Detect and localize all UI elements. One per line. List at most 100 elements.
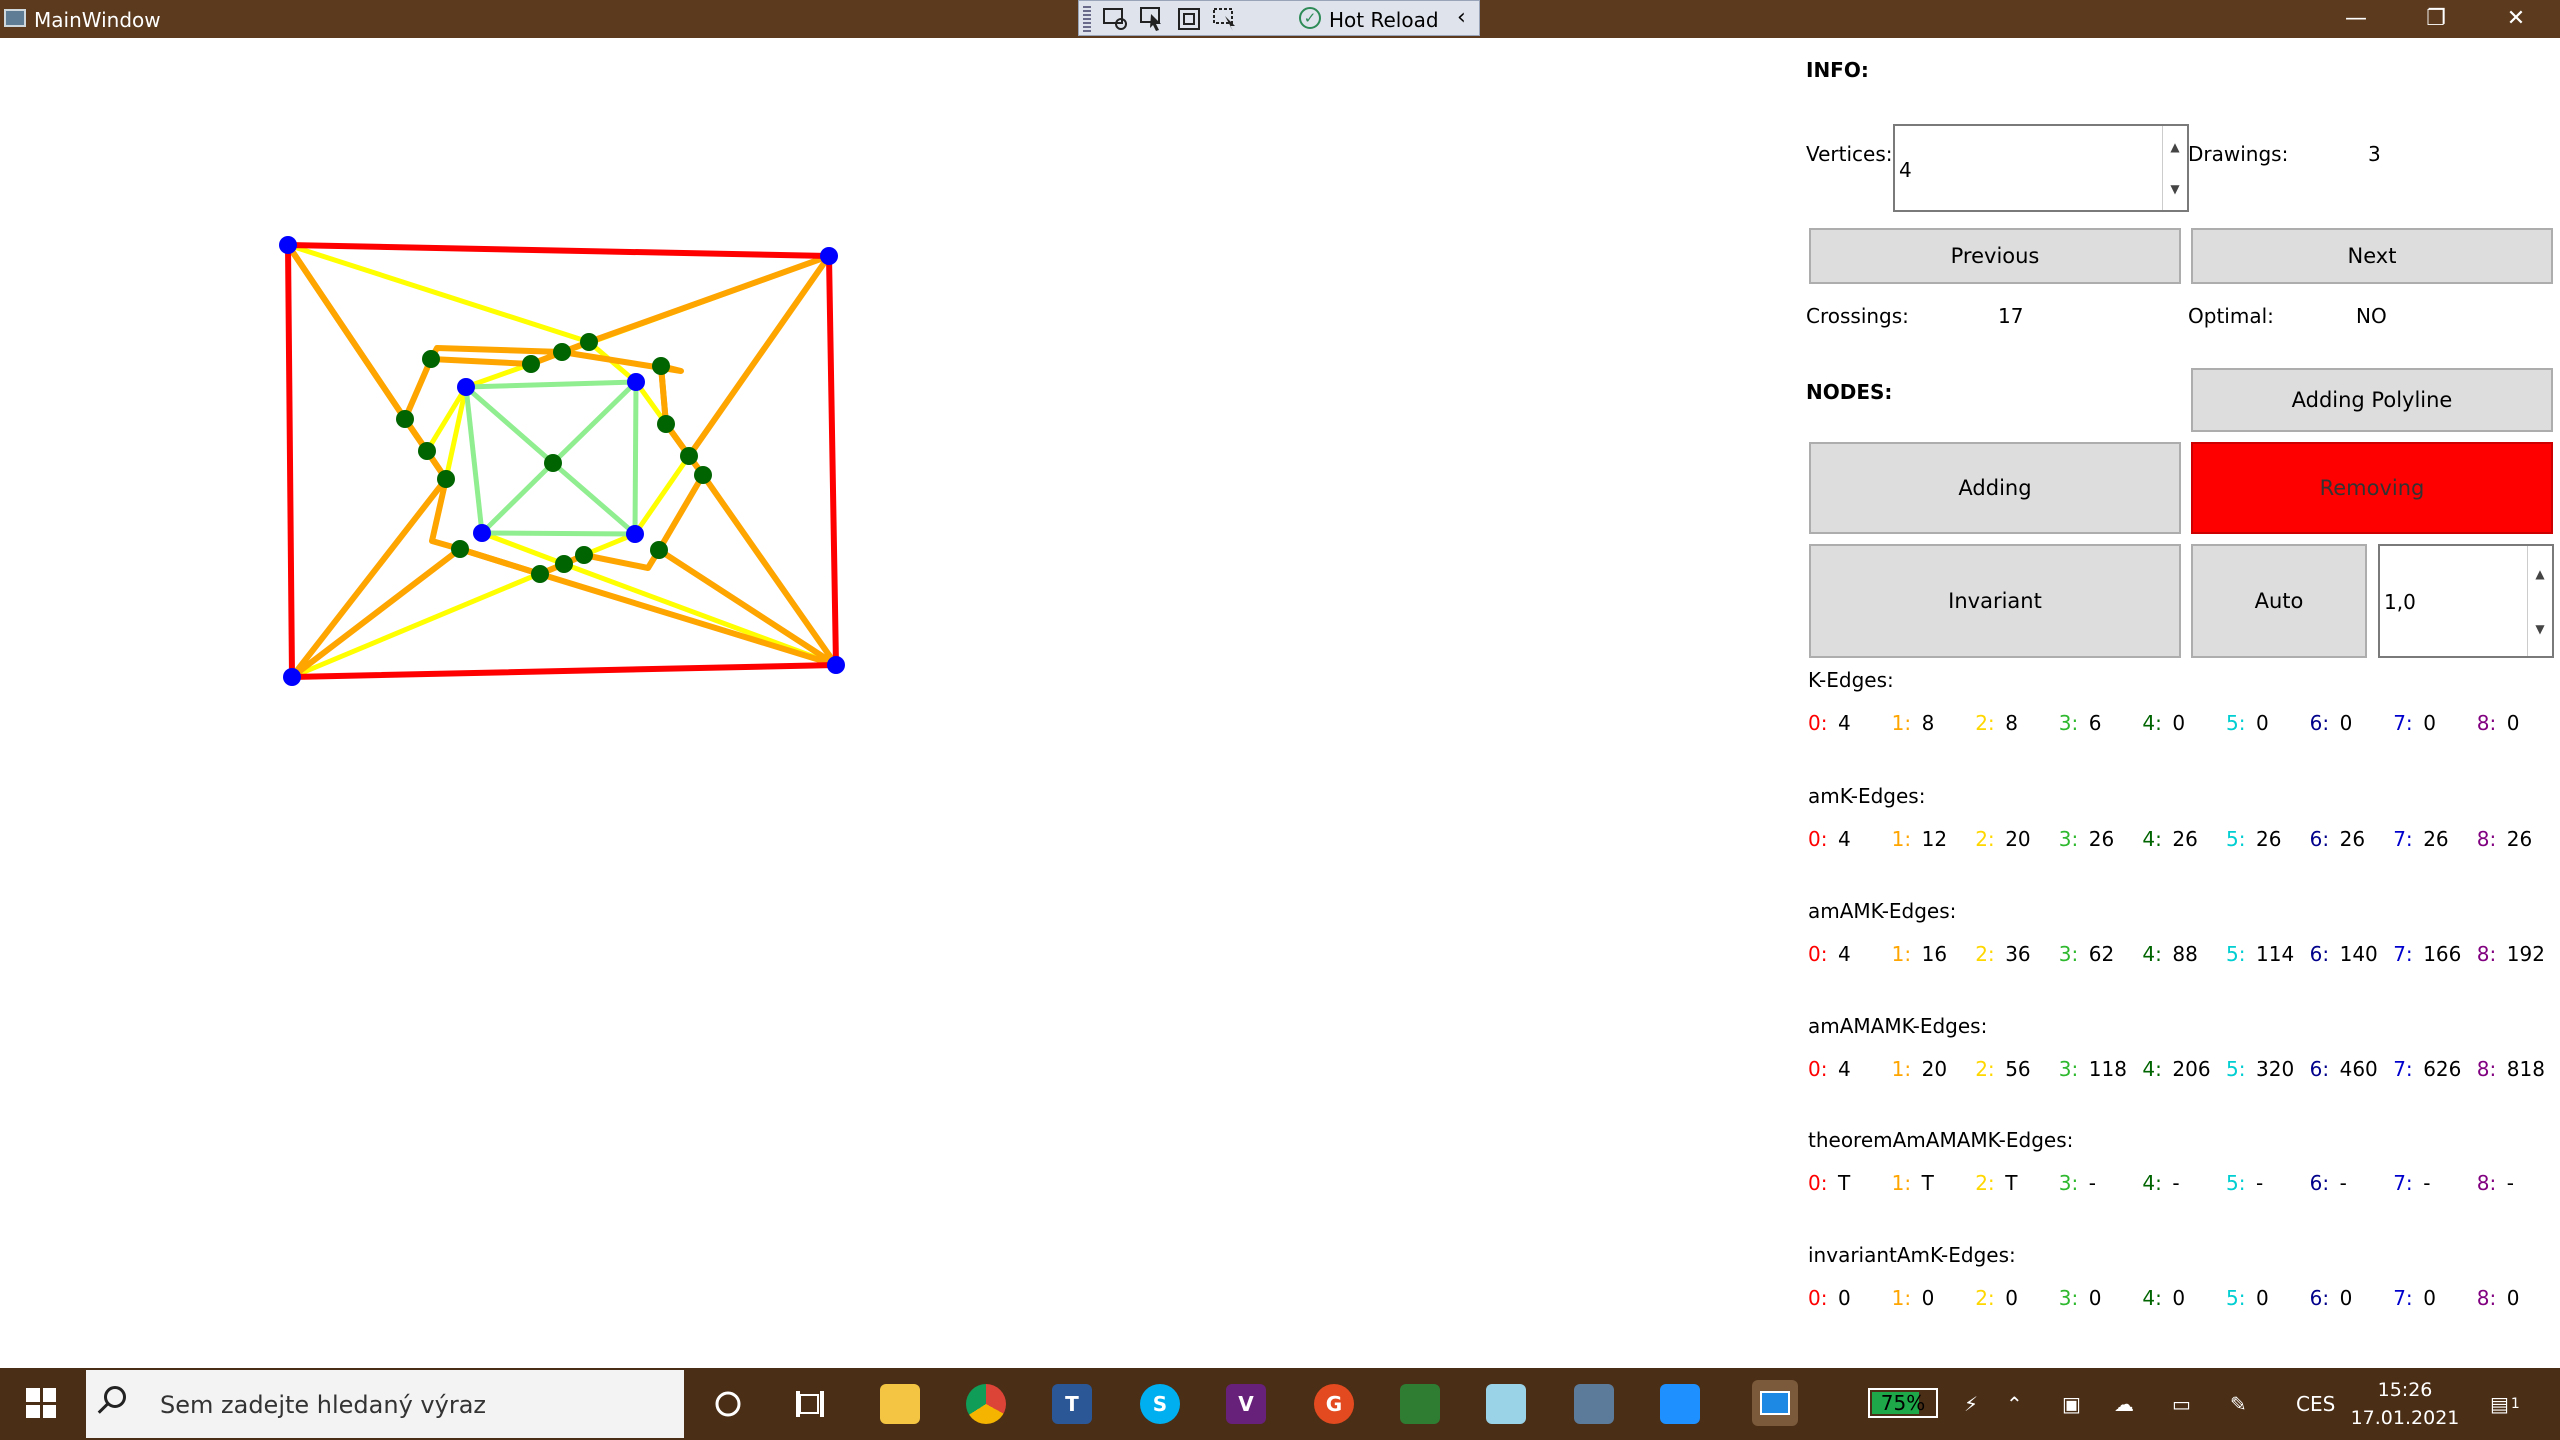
graph-vertex[interactable]: [283, 668, 301, 686]
edge-yellow[interactable]: [285, 242, 592, 345]
edge-orange[interactable]: [285, 243, 449, 679]
edge-red[interactable]: [285, 242, 295, 680]
bend-node[interactable]: [580, 333, 598, 351]
battery-tray-icon[interactable]: ▭: [2172, 1392, 2191, 1416]
edge-light-green[interactable]: [479, 530, 638, 537]
language-indicator[interactable]: CES: [2296, 1392, 2336, 1416]
close-button[interactable]: ✕: [2506, 6, 2526, 31]
bend-node[interactable]: [531, 565, 549, 583]
bend-node[interactable]: [522, 355, 540, 373]
graph-vertex[interactable]: [279, 236, 297, 254]
crossings-value: 17: [1998, 304, 2024, 328]
edge-light-green[interactable]: [550, 460, 638, 537]
edge-light-green[interactable]: [550, 379, 639, 466]
minimize-button[interactable]: —: [2345, 6, 2367, 31]
edge-light-green[interactable]: [463, 384, 556, 466]
vertices-stepper[interactable]: 4 ▲ ▼: [1893, 124, 2189, 212]
edge-yellow[interactable]: [581, 531, 638, 558]
bend-node[interactable]: [694, 466, 712, 484]
visual-studio-icon[interactable]: V: [1226, 1384, 1266, 1424]
vertices-value[interactable]: 4: [1899, 158, 1912, 182]
auto-value-stepper[interactable]: 1,0 ▲ ▼: [2378, 544, 2554, 658]
edge-red[interactable]: [289, 662, 839, 680]
edge-light-green[interactable]: [463, 384, 485, 536]
bend-node[interactable]: [396, 410, 414, 428]
bend-node[interactable]: [680, 447, 698, 465]
graph-vertex[interactable]: [473, 524, 491, 542]
previous-button[interactable]: Previous: [1809, 228, 2181, 284]
edge-red[interactable]: [285, 242, 832, 259]
removing-button[interactable]: Removing: [2191, 442, 2553, 534]
hot-reload-label[interactable]: Hot Reload: [1329, 8, 1439, 32]
edge-light-green[interactable]: [463, 379, 639, 390]
layout-adorner-icon[interactable]: [1175, 6, 1203, 32]
mainwindow-task-icon[interactable]: [1752, 1380, 1798, 1426]
notifications-icon[interactable]: ▤ 1: [2490, 1392, 2520, 1416]
git-client-icon[interactable]: G: [1314, 1384, 1354, 1424]
bend-node[interactable]: [575, 546, 593, 564]
bend-node[interactable]: [555, 555, 573, 573]
edge-red[interactable]: [826, 253, 839, 668]
show-hidden-icons-chevron-icon[interactable]: ⌃: [2006, 1392, 2023, 1416]
edge-light-green[interactable]: [479, 460, 556, 536]
tray-device-icon[interactable]: ▣: [2062, 1392, 2081, 1416]
registry-icon[interactable]: [1574, 1384, 1614, 1424]
adding-button[interactable]: Adding: [1809, 442, 2181, 534]
graph-vertex[interactable]: [457, 378, 475, 396]
bend-node[interactable]: [553, 343, 571, 361]
auto-down-arrow-icon[interactable]: ▼: [2527, 601, 2552, 656]
edge-count-cell: 3: 62: [2059, 942, 2141, 966]
auto-button[interactable]: Auto: [2191, 544, 2367, 658]
taskbar-search[interactable]: Sem zadejte hledaný výraz: [86, 1370, 684, 1438]
task-view-icon[interactable]: [790, 1384, 830, 1424]
graph-vertex[interactable]: [626, 525, 644, 543]
skype-icon[interactable]: S: [1140, 1384, 1180, 1424]
typora-icon[interactable]: T: [1052, 1384, 1092, 1424]
windows-start-icon[interactable]: [26, 1388, 56, 1418]
search-placeholder[interactable]: Sem zadejte hledaný výraz: [160, 1391, 486, 1419]
bend-node[interactable]: [657, 415, 675, 433]
bend-node[interactable]: [544, 454, 562, 472]
live-visual-tree-icon[interactable]: [1101, 6, 1129, 32]
bend-node[interactable]: [451, 540, 469, 558]
battery-indicator[interactable]: 75%: [1868, 1388, 1938, 1418]
maximize-button[interactable]: ❐: [2426, 6, 2446, 31]
photos-icon[interactable]: [1660, 1384, 1700, 1424]
edge-light-green[interactable]: [632, 379, 639, 537]
bend-node[interactable]: [418, 442, 436, 460]
graph-vertex[interactable]: [627, 373, 645, 391]
bend-node[interactable]: [437, 470, 455, 488]
clock[interactable]: 15:26 17.01.2021: [2340, 1376, 2470, 1432]
collapse-toolbar-icon[interactable]: ‹: [1457, 5, 1466, 30]
edge-yellow[interactable]: [424, 384, 469, 454]
edge-orange[interactable]: [656, 254, 832, 552]
auto-value[interactable]: 1,0: [2384, 590, 2416, 614]
next-button[interactable]: Next: [2191, 228, 2553, 284]
bend-node[interactable]: [422, 350, 440, 368]
edge-yellow[interactable]: [632, 453, 692, 537]
invariant-button[interactable]: Invariant: [1809, 544, 2181, 658]
edge-yellow[interactable]: [479, 530, 567, 567]
graph-vertex[interactable]: [827, 656, 845, 674]
network-icon[interactable]: ☁: [2114, 1392, 2134, 1416]
notes-icon[interactable]: [1486, 1384, 1526, 1424]
cortana-icon[interactable]: [708, 1384, 748, 1424]
app-switcher-icon[interactable]: [1400, 1384, 1440, 1424]
edge-orange[interactable]: [290, 546, 837, 680]
pen-icon[interactable]: ✎: [2230, 1392, 2247, 1416]
graph-vertex[interactable]: [820, 247, 838, 265]
chrome-icon[interactable]: [966, 1384, 1006, 1424]
bend-node[interactable]: [650, 541, 668, 559]
edge-yellow[interactable]: [443, 384, 469, 482]
track-focus-icon[interactable]: [1211, 6, 1239, 32]
file-explorer-icon[interactable]: [880, 1384, 920, 1424]
vertices-up-arrow-icon[interactable]: ▲: [2162, 126, 2187, 168]
graph-drawing-canvas[interactable]: [0, 38, 1780, 1368]
bend-node[interactable]: [652, 357, 670, 375]
edge-yellow[interactable]: [463, 361, 534, 390]
adding-polyline-button[interactable]: Adding Polyline: [2191, 368, 2553, 432]
select-element-icon[interactable]: [1139, 6, 1167, 32]
auto-up-arrow-icon[interactable]: ▲: [2527, 546, 2552, 601]
vertices-down-arrow-icon[interactable]: ▼: [2162, 168, 2187, 210]
toolbar-grip-icon[interactable]: [1083, 6, 1091, 32]
